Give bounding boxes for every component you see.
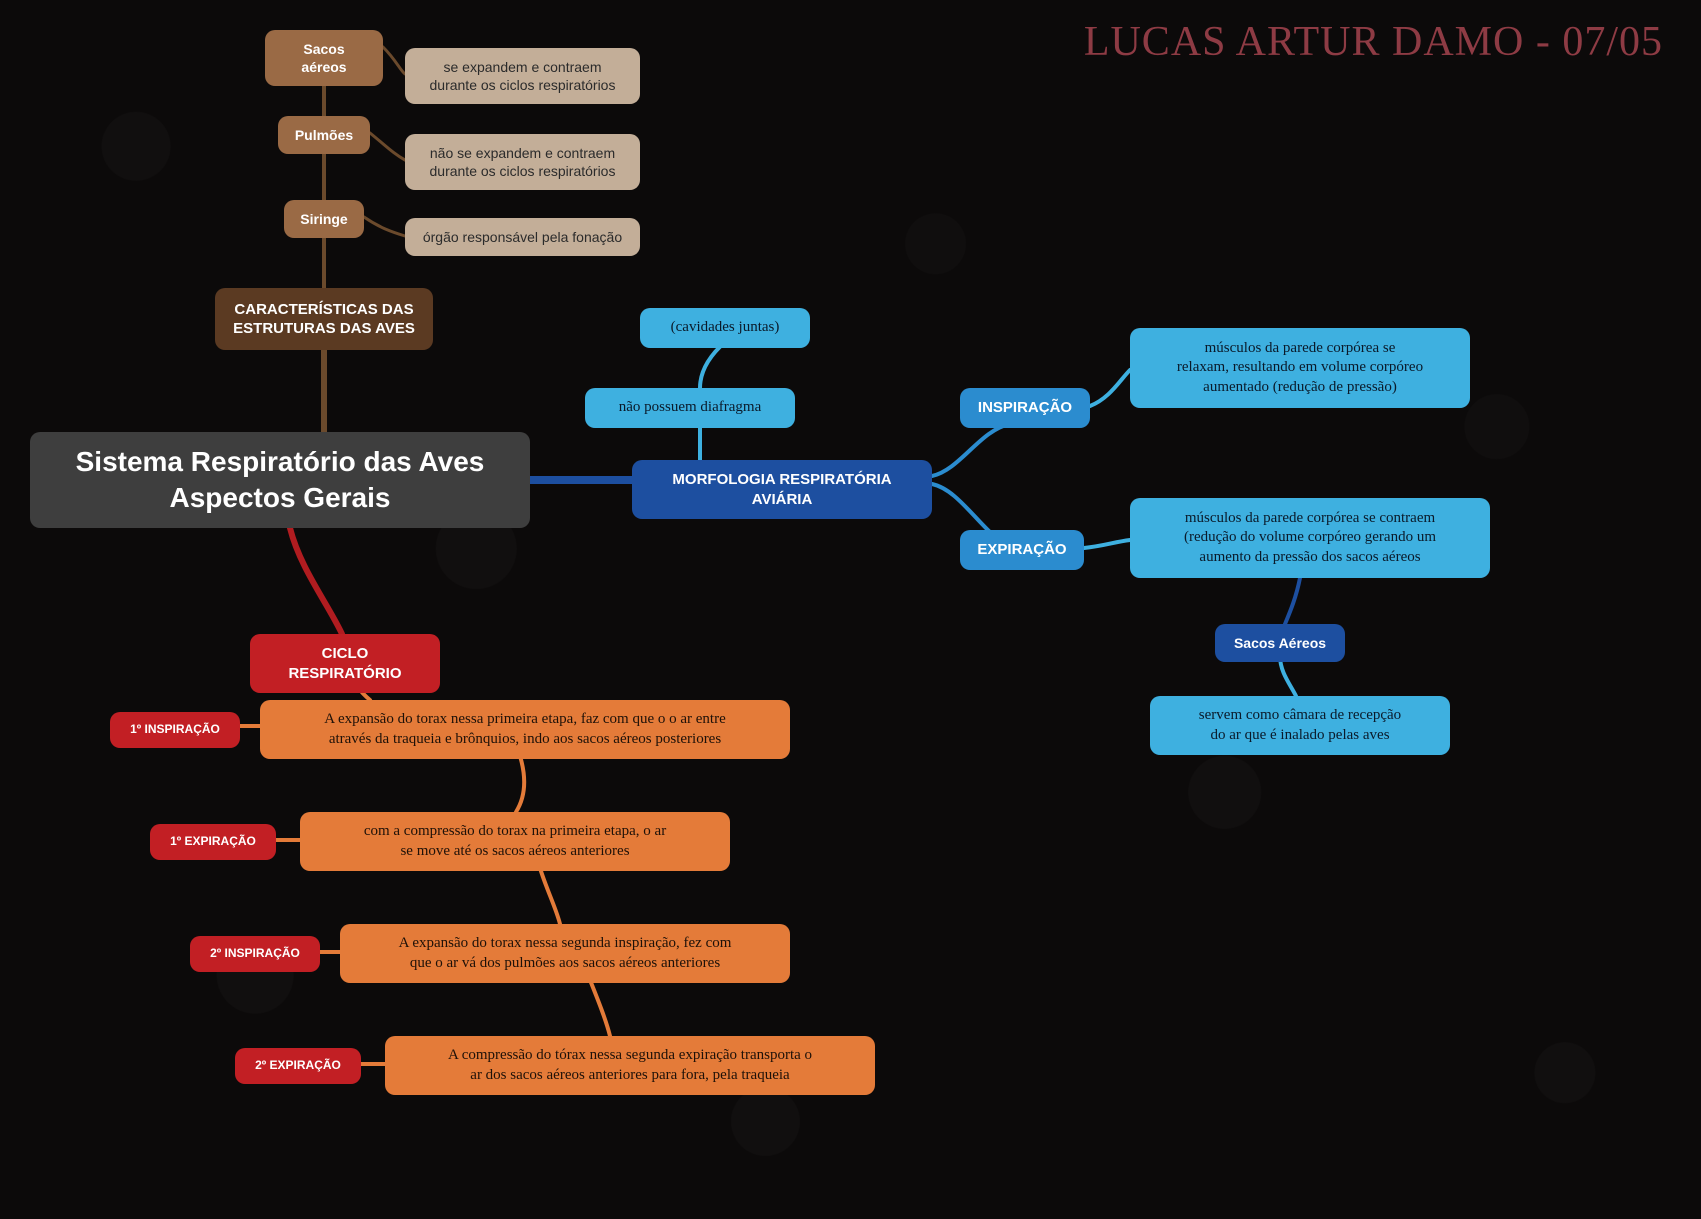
node-i2d: A expansão do torax nessa segunda inspir… (340, 924, 790, 983)
node-pulmoes_d: não se expandem e contraemdurante os cic… (405, 134, 640, 190)
node-diaf: não possuem diafragma (585, 388, 795, 428)
node-sa_d: servem como câmara de recepçãodo ar que … (1150, 696, 1450, 755)
node-pulmoes: Pulmões (278, 116, 370, 154)
node-root: Sistema Respiratório das AvesAspectos Ge… (30, 432, 530, 528)
node-exp: EXPIRAÇÃO (960, 530, 1084, 570)
node-e2d: A compressão do tórax nessa segunda expi… (385, 1036, 875, 1095)
node-sa: Sacos Aéreos (1215, 624, 1345, 662)
node-morf: MORFOLOGIA RESPIRATÓRIA AVIÁRIA (632, 460, 932, 519)
author-label: LUCAS ARTUR DAMO - 07/05 (1084, 18, 1663, 66)
node-i2: 2º INSPIRAÇÃO (190, 936, 320, 972)
node-cav: (cavidades juntas) (640, 308, 810, 348)
node-i1: 1º INSPIRAÇÃO (110, 712, 240, 748)
node-e2: 2º EXPIRAÇÃO (235, 1048, 361, 1084)
node-sacos_d: se expandem e contraemdurante os ciclos … (405, 48, 640, 104)
node-siringe: Siringe (284, 200, 364, 238)
node-sacos: Sacos aéreos (265, 30, 383, 86)
node-e1d: com a compressão do torax na primeira et… (300, 812, 730, 871)
node-siringe_d: órgão responsável pela fonação (405, 218, 640, 256)
node-i1d: A expansão do torax nessa primeira etapa… (260, 700, 790, 759)
node-insp_d: músculos da parede corpórea serelaxam, r… (1130, 328, 1470, 408)
node-char_root: CARACTERÍSTICAS DASESTRUTURAS DAS AVES (215, 288, 433, 350)
node-ciclo: CICLO RESPIRATÓRIO (250, 634, 440, 693)
node-e1: 1º EXPIRAÇÃO (150, 824, 276, 860)
node-insp: INSPIRAÇÃO (960, 388, 1090, 428)
node-exp_d: músculos da parede corpórea se contraem(… (1130, 498, 1490, 578)
